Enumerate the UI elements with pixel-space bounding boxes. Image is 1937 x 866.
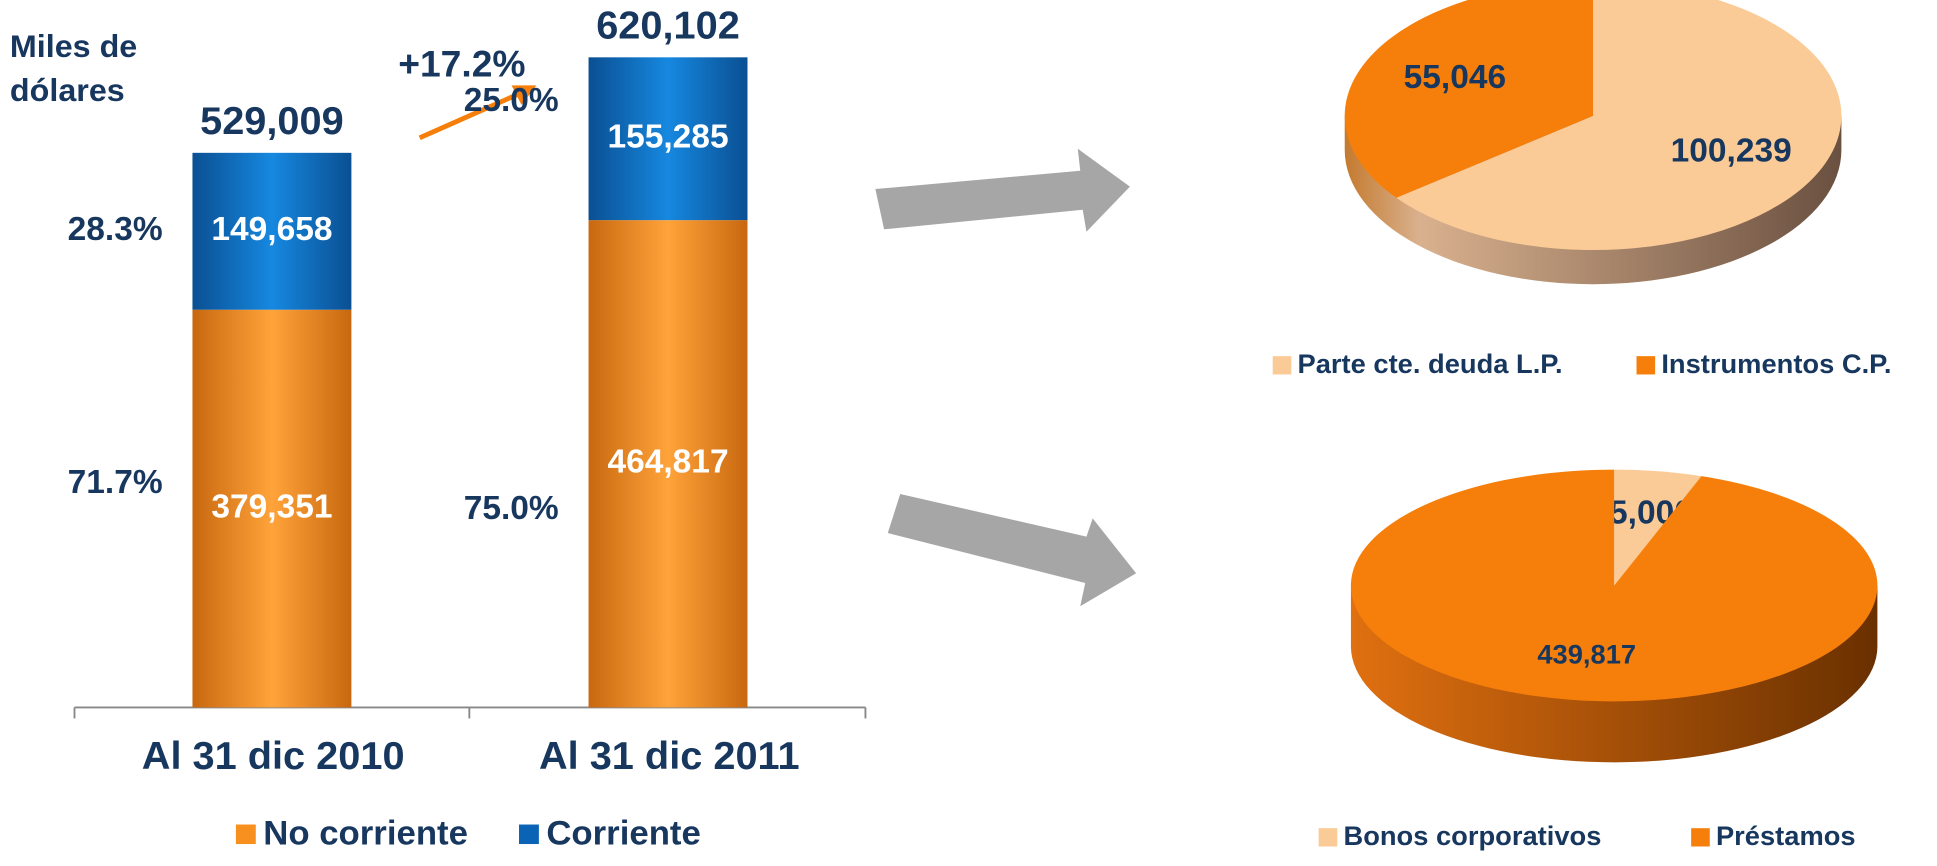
share-label: 28.3% (68, 211, 163, 248)
value-label: 464,817 (607, 444, 728, 481)
legend-swatch (1636, 356, 1656, 375)
value-label: 149,658 (211, 211, 332, 248)
legend-label: Corriente (546, 815, 701, 853)
legend-swatch (1691, 828, 1710, 847)
growth-label: +17.2% (398, 44, 525, 85)
legend-swatch (1318, 828, 1338, 847)
legend-swatch (235, 824, 256, 845)
pie-slice (1614, 469, 1702, 586)
growth-arrow (418, 90, 523, 141)
share-label: 71.7% (68, 464, 163, 501)
legend-label: Préstamos (1716, 820, 1856, 851)
x-tick-label: Al 31 dic 2011 (539, 734, 800, 778)
legend-label: Bonos corporativos (1343, 820, 1601, 851)
value-label: 100,239 (1671, 133, 1792, 170)
total-label: 620,102 (596, 4, 740, 48)
legend-swatch (1272, 356, 1292, 375)
share-label: 25.0% (464, 82, 559, 119)
bar-segment (192, 309, 352, 708)
value-label: 55,046 (1404, 59, 1507, 96)
pie-slice (1396, 0, 1842, 251)
growth-arrow-head (511, 85, 537, 105)
arrow (887, 493, 1137, 607)
legend-label: Parte cte. deuda L.P. (1298, 348, 1563, 379)
pie-slice (1350, 469, 1878, 702)
y-label: Miles de (10, 28, 137, 64)
y-label: dólares (10, 72, 125, 108)
arrows (418, 85, 1137, 607)
arrow (875, 148, 1130, 232)
value-label: 379,351 (211, 489, 332, 526)
share-label: 75.0% (464, 490, 559, 527)
bar-segment (588, 220, 748, 708)
value-label: 439,817 (1537, 639, 1636, 670)
legend-label: Instrumentos C.P. (1661, 348, 1891, 379)
pie-slice (1344, 0, 1594, 198)
bar-segment (192, 152, 352, 310)
value-label: 155,285 (607, 119, 728, 156)
legend-swatch (519, 824, 539, 845)
legend-label: No corriente (263, 815, 468, 853)
total-label: 529,009 (200, 99, 344, 143)
x-tick-label: Al 31 dic 2010 (142, 734, 405, 778)
bar-segment (588, 57, 748, 221)
